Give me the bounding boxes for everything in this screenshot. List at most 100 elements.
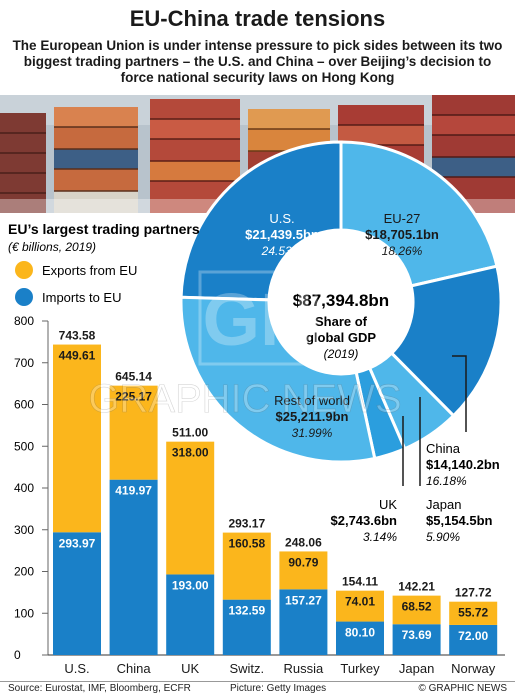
legend-exports-swatch bbox=[15, 261, 33, 279]
x-category-label: U.S. bbox=[64, 661, 89, 676]
footer-source: Source: Eurostat, IMF, Bloomberg, ECFR bbox=[8, 683, 191, 694]
x-category-label: Russia bbox=[284, 661, 325, 676]
bar-imports-7 bbox=[449, 624, 498, 655]
bar-chart: 293.97 449.61 743.58 U.S. 419.97 225.17 645.14… bbox=[53, 329, 498, 676]
gdp-slice-name-5: Rest of world bbox=[274, 393, 350, 408]
gdp-slice-value-1: $18,705.1bn bbox=[365, 227, 439, 242]
bar-imports-5 bbox=[336, 621, 384, 655]
footer-picture: Picture: Getty Images bbox=[230, 683, 327, 694]
exports-value-label: 74.01 bbox=[345, 595, 375, 609]
donut-hole bbox=[269, 230, 413, 374]
page-subtitle: The European Union is under intense pres… bbox=[12, 38, 503, 85]
x-category-label: Norway bbox=[451, 661, 496, 676]
container-stack-1 bbox=[0, 113, 46, 213]
imports-value-label: 80.10 bbox=[345, 626, 375, 640]
gdp-center-year: (2019) bbox=[324, 347, 359, 361]
legend-imports-swatch bbox=[15, 288, 33, 306]
gdp-slice-value-4: $2,743.6bn bbox=[331, 513, 398, 528]
exports-value-label: 90.79 bbox=[288, 555, 318, 569]
gdp-center-label-2: global GDP bbox=[306, 330, 376, 345]
y-tick-label: 600 bbox=[14, 398, 34, 412]
gdp-center-label-1: Share of bbox=[315, 314, 368, 329]
total-value-label: 127.72 bbox=[455, 586, 492, 600]
y-tick-label: 500 bbox=[14, 439, 34, 453]
imports-value-label: 72.00 bbox=[458, 629, 488, 643]
bar-imports-1 bbox=[109, 479, 158, 655]
bar-imports-4 bbox=[279, 589, 328, 655]
exports-value-label: 225.17 bbox=[115, 390, 152, 404]
bar-imports-3 bbox=[222, 599, 271, 655]
gdp-slice-pct-2: 16.18% bbox=[426, 474, 467, 488]
bar-exports-4 bbox=[279, 551, 328, 590]
gdp-center-total: $87,394.8bn bbox=[293, 291, 389, 310]
gdp-slice-name-4: UK bbox=[379, 497, 397, 512]
bar-exports-0 bbox=[53, 344, 101, 533]
container-stack-3 bbox=[150, 99, 240, 213]
total-value-label: 154.11 bbox=[342, 575, 378, 589]
gdp-slice-pct-4: 3.14% bbox=[363, 530, 397, 544]
gdp-slice-pct-3: 5.90% bbox=[426, 530, 460, 544]
watermark-logo: GN bbox=[203, 278, 314, 361]
bar-exports-7 bbox=[449, 601, 498, 625]
total-value-label: 645.14 bbox=[115, 370, 152, 384]
bar-imports-0 bbox=[53, 532, 101, 655]
gdp-slice-pct-0: 24.53% bbox=[261, 244, 303, 258]
bar-chart-title: EU’s largest trading partners bbox=[8, 221, 200, 237]
gdp-slice-value-5: $25,211.9bn bbox=[276, 409, 349, 424]
bar-imports-6 bbox=[392, 624, 441, 655]
exports-value-label: 449.61 bbox=[59, 349, 96, 363]
y-tick-label: 100 bbox=[14, 606, 34, 620]
imports-value-label: 132.59 bbox=[228, 604, 265, 618]
imports-value-label: 419.97 bbox=[115, 484, 152, 498]
container-stack-2 bbox=[54, 107, 138, 213]
imports-value-label: 73.69 bbox=[402, 628, 432, 642]
bar-exports-6 bbox=[392, 595, 441, 625]
bar-imports-2 bbox=[166, 574, 215, 655]
bar-chart-subtitle: (€ billions, 2019) bbox=[8, 240, 96, 254]
exports-value-label: 68.52 bbox=[402, 600, 432, 614]
gdp-slice-pct-1: 18.26% bbox=[382, 244, 423, 258]
y-tick-label: 700 bbox=[14, 356, 34, 370]
total-value-label: 511.00 bbox=[172, 426, 208, 440]
legend-exports-label: Exports from EU bbox=[42, 263, 137, 278]
watermark-text: GRAPHIC NEWS bbox=[88, 377, 401, 421]
total-value-label: 293.17 bbox=[228, 517, 265, 531]
gdp-slice-name-0: U.S. bbox=[269, 211, 294, 226]
gdp-slice-value-3: $5,154.5bn bbox=[426, 513, 493, 528]
graphic-news-watermark: GN GRAPHIC NEWS bbox=[88, 270, 402, 421]
imports-value-label: 293.97 bbox=[59, 536, 96, 550]
footer-credit: © GRAPHIC NEWS bbox=[418, 683, 508, 694]
exports-value-label: 160.58 bbox=[228, 537, 265, 551]
page-title: EU-China trade tensions bbox=[129, 6, 386, 31]
x-category-label: Switz. bbox=[229, 661, 264, 676]
imports-value-label: 157.27 bbox=[285, 593, 322, 607]
gdp-slice-name-2: China bbox=[426, 441, 461, 456]
bar-exports-1 bbox=[109, 385, 158, 480]
total-value-label: 248.06 bbox=[285, 535, 322, 549]
x-category-label: UK bbox=[181, 661, 199, 676]
gdp-donut bbox=[179, 140, 503, 464]
gdp-slice-value-2: $14,140.2bn bbox=[426, 457, 500, 472]
gdp-slice-value-0: $21,439.5bn bbox=[245, 227, 319, 242]
y-tick-label: 400 bbox=[14, 481, 34, 495]
imports-value-label: 193.00 bbox=[172, 578, 209, 592]
x-category-label: China bbox=[117, 661, 152, 676]
total-value-label: 743.58 bbox=[59, 329, 96, 343]
x-category-label: Turkey bbox=[340, 661, 380, 676]
x-category-label: Japan bbox=[399, 661, 434, 676]
y-tick-label: 200 bbox=[14, 565, 34, 579]
gdp-slice-pct-5: 31.99% bbox=[292, 426, 333, 440]
y-tick-label: 800 bbox=[14, 314, 34, 328]
bar-exports-2 bbox=[166, 441, 215, 575]
gdp-slice-name-3: Japan bbox=[426, 497, 461, 512]
legend-imports-label: Imports to EU bbox=[42, 290, 121, 305]
exports-value-label: 55.72 bbox=[458, 606, 488, 620]
exports-value-label: 318.00 bbox=[172, 446, 209, 460]
y-tick-label: 0 bbox=[14, 648, 21, 662]
y-tick-label: 300 bbox=[14, 523, 34, 537]
gdp-leader-2 bbox=[452, 355, 467, 432]
gdp-slice-name-1: EU-27 bbox=[384, 211, 421, 226]
bar-exports-5 bbox=[336, 590, 384, 622]
